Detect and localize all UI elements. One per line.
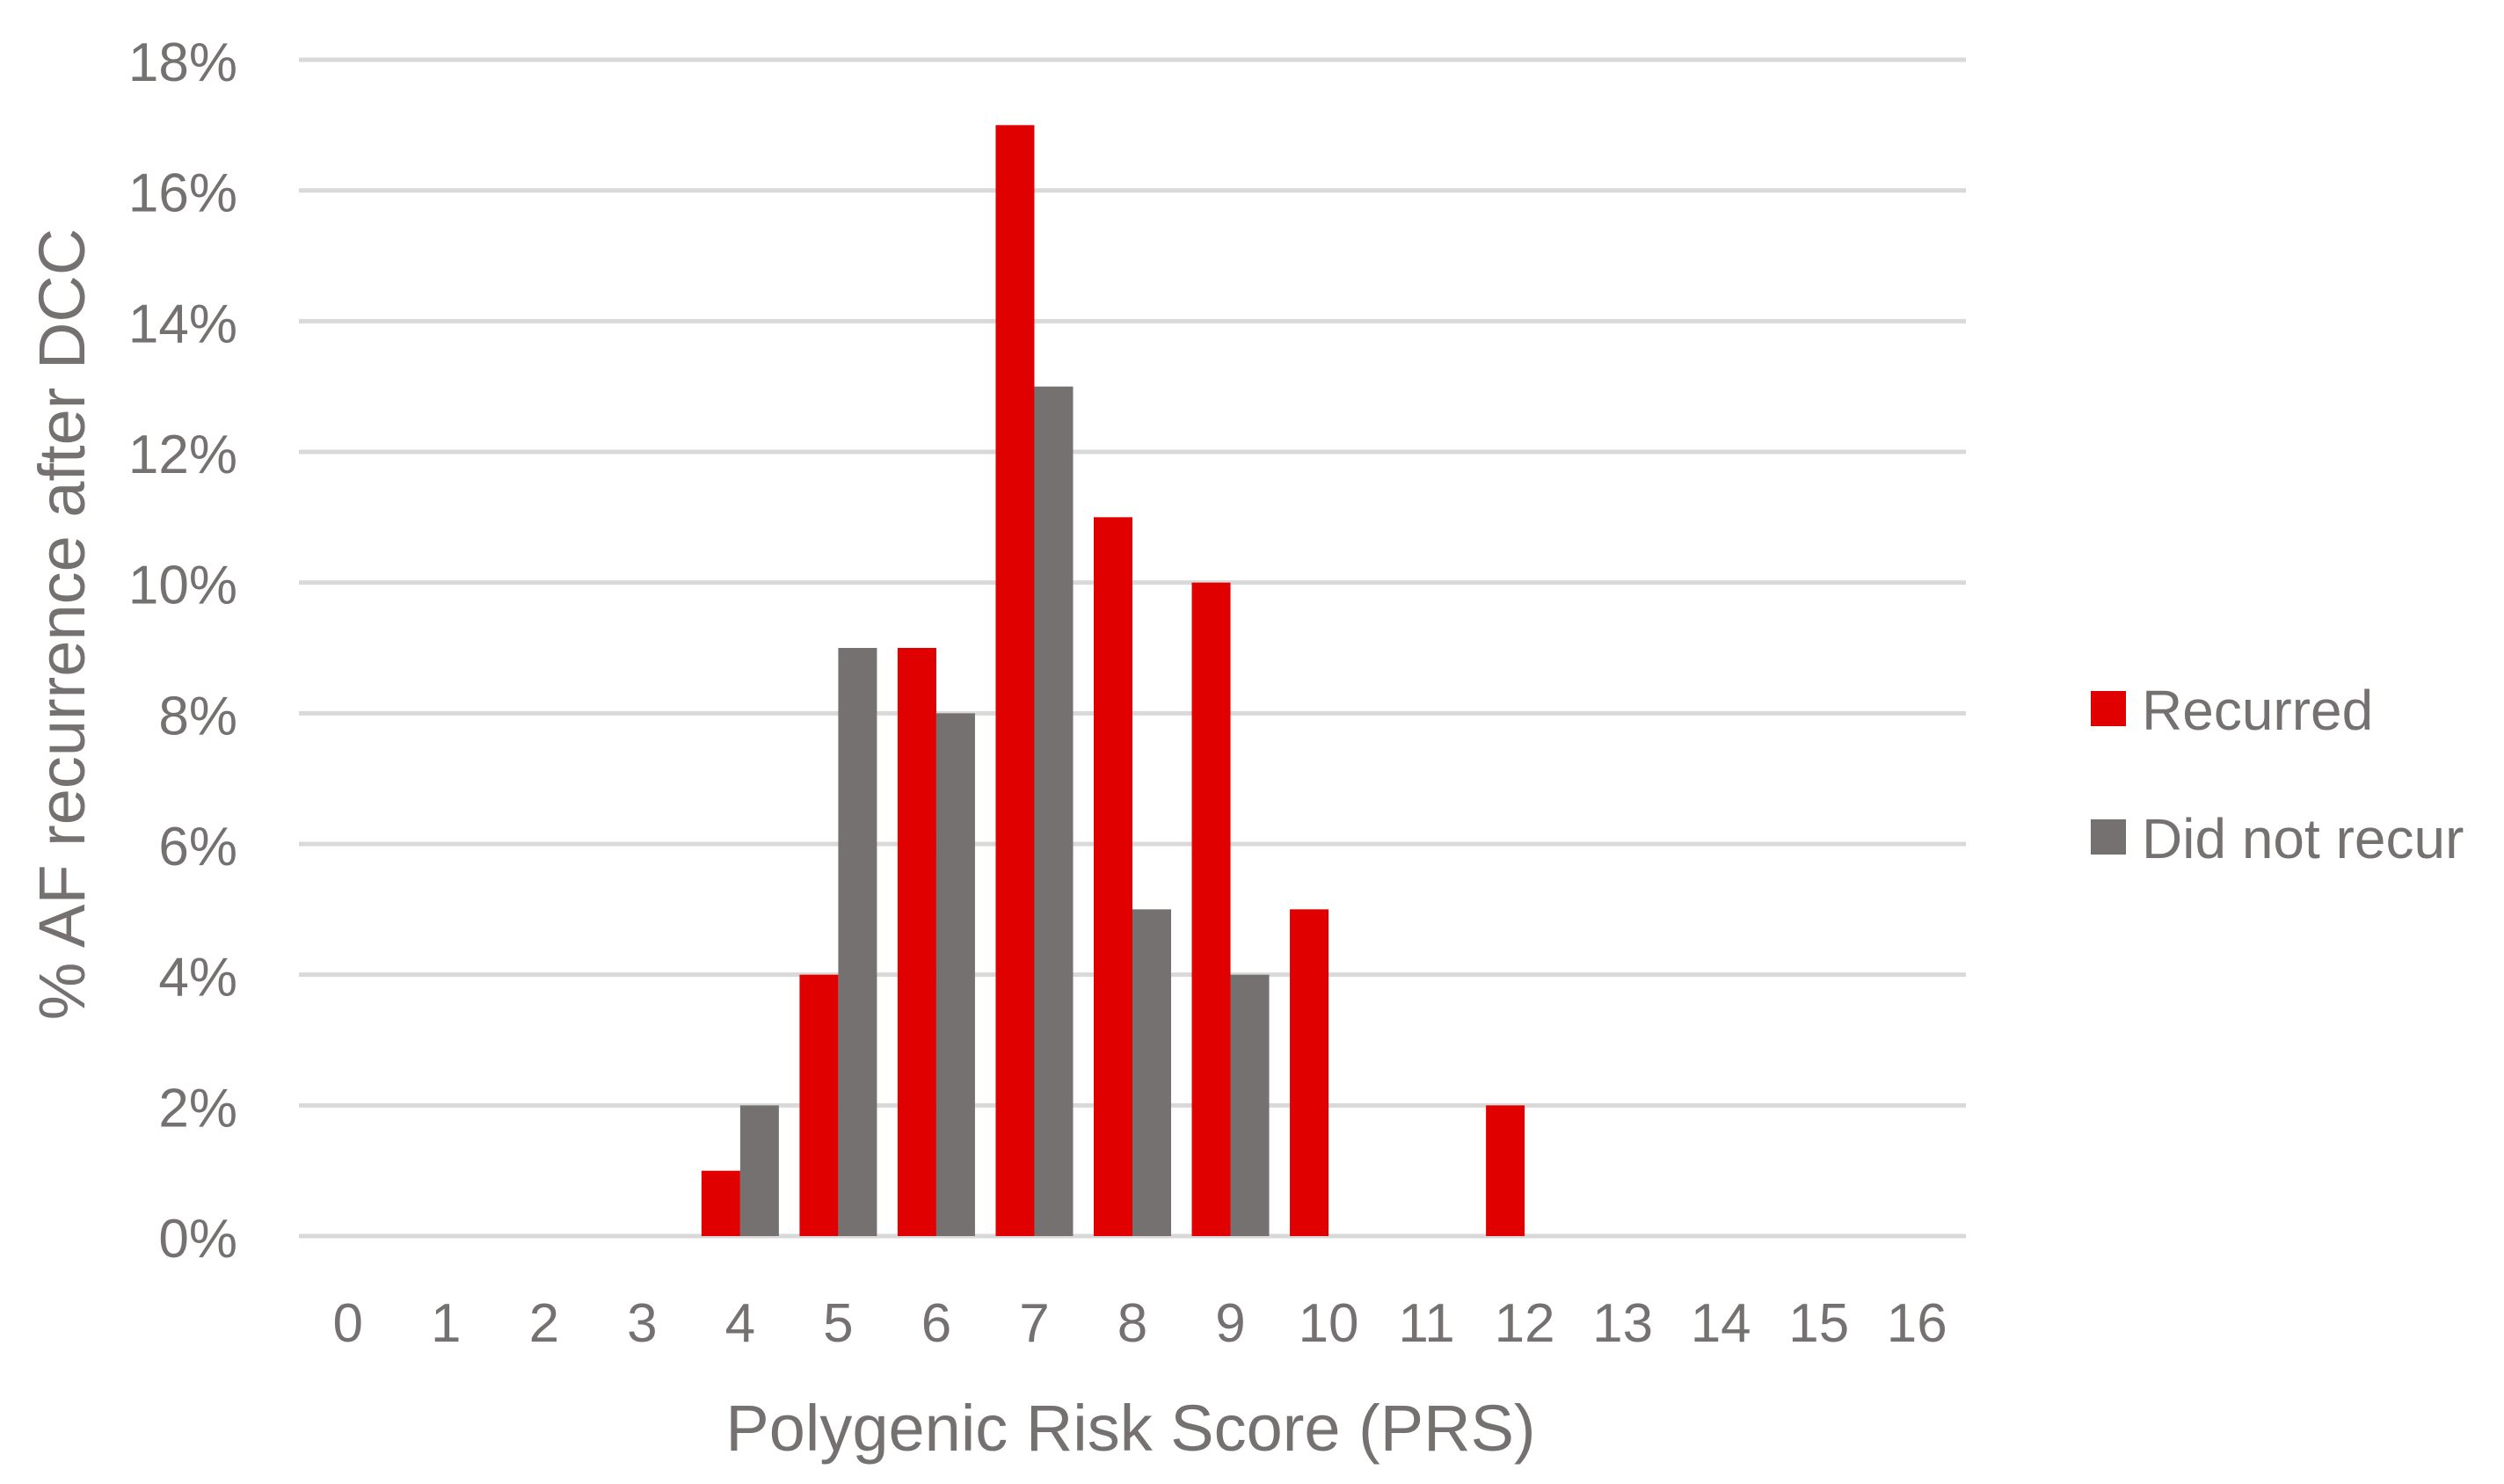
x-tick-label: 7: [1019, 1293, 1049, 1354]
x-tick-label: 4: [725, 1293, 755, 1354]
legend: Recurred Did not recur: [2091, 679, 2464, 870]
x-tick-label: 14: [1691, 1293, 1751, 1354]
y-tick-label: 10%: [128, 556, 237, 616]
y-tick-label: 16%: [128, 164, 237, 224]
bar-recurred-prs-7: [995, 125, 1035, 1236]
bar-recurred-prs-10: [1290, 909, 1329, 1236]
bar-recurred-prs-4: [701, 1170, 740, 1236]
bar-recurred-prs-12: [1486, 1105, 1525, 1236]
x-tick-label: 0: [333, 1293, 363, 1354]
x-tick-label: 5: [823, 1293, 853, 1354]
y-tick-label: 2%: [158, 1078, 237, 1138]
y-tick-label: 0%: [158, 1209, 237, 1269]
x-tick-label: 2: [529, 1293, 559, 1354]
bar-did-not-recur-prs-7: [1034, 386, 1074, 1237]
x-tick-label: 12: [1495, 1293, 1555, 1354]
legend-swatch-recurred: [2091, 691, 2126, 726]
bar-did-not-recur-prs-6: [935, 713, 975, 1236]
x-tick-label: 10: [1299, 1293, 1359, 1354]
y-axis-title: % AF recurrence after DCC: [25, 229, 98, 1021]
bar-did-not-recur-prs-5: [838, 648, 877, 1236]
x-axis-tick-labels: 0 1 2 3 4 5 6 7 8 9 10 11 12 13 14 15 16: [333, 1293, 1947, 1354]
x-tick-label: 1: [431, 1293, 461, 1354]
x-tick-label: 15: [1788, 1293, 1849, 1354]
x-tick-label: 9: [1215, 1293, 1245, 1354]
y-tick-label: 18%: [128, 33, 237, 93]
y-tick-label: 14%: [128, 294, 237, 354]
x-tick-label: 6: [921, 1293, 951, 1354]
legend-label-did-not-recur: Did not recur: [2142, 807, 2464, 870]
x-tick-label: 16: [1887, 1293, 1947, 1354]
y-tick-label: 8%: [158, 686, 237, 746]
x-tick-label: 8: [1117, 1293, 1147, 1354]
legend-swatch-did-not-recur: [2091, 819, 2126, 855]
legend-label-recurred: Recurred: [2142, 679, 2373, 742]
y-axis-tick-labels: 0% 2% 4% 6% 8% 10% 12% 14% 16% 18%: [128, 33, 237, 1269]
bar-recurred-prs-9: [1191, 582, 1231, 1236]
x-tick-label: 3: [627, 1293, 657, 1354]
y-tick-label: 6%: [158, 817, 237, 877]
bar-recurred-prs-5: [799, 974, 839, 1236]
x-tick-label: 13: [1592, 1293, 1653, 1354]
y-tick-label: 12%: [128, 425, 237, 485]
bar-did-not-recur-prs-4: [739, 1105, 779, 1236]
bars: [701, 125, 1525, 1237]
bar-did-not-recur-prs-9: [1230, 974, 1270, 1236]
y-tick-label: 4%: [158, 948, 237, 1008]
x-tick-label: 11: [1398, 1293, 1454, 1354]
bar-did-not-recur-prs-8: [1132, 909, 1171, 1236]
x-axis-title: Polygenic Risk Score (PRS): [725, 1392, 1535, 1465]
bar-recurred-prs-8: [1094, 517, 1132, 1236]
bar-recurred-prs-6: [897, 648, 936, 1236]
